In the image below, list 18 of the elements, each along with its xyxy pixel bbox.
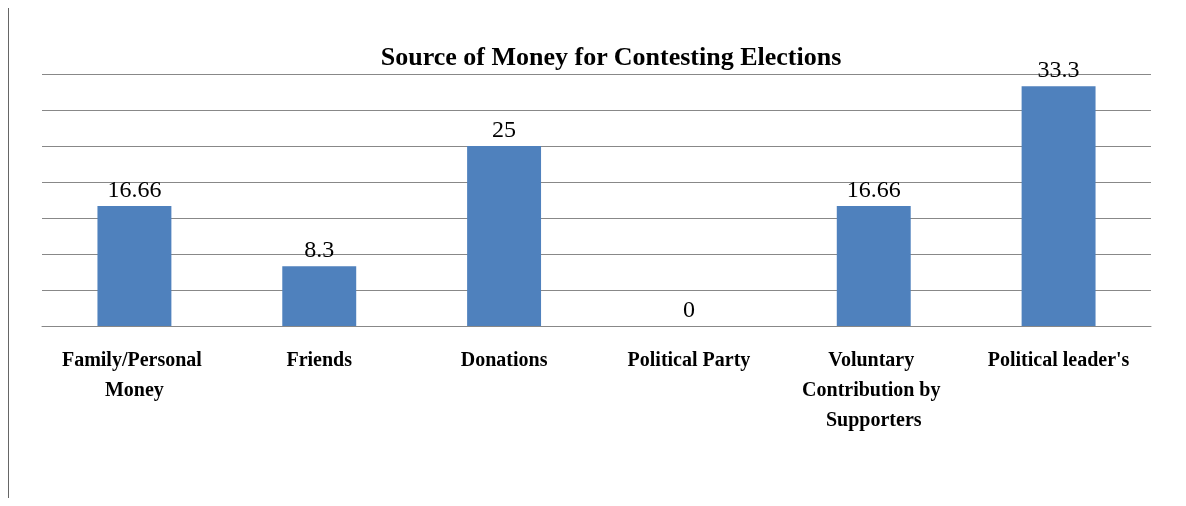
data-label: 16.66 [107,176,162,203]
bar [97,206,172,326]
data-label: 0 [682,296,695,322]
bar [1021,86,1096,326]
data-label: 16.66 [846,176,901,203]
x-tick-label: Political Party [627,348,751,371]
x-tick-label: Donations [460,348,548,370]
data-label: 8.3 [304,236,335,263]
bar [467,146,542,326]
bar [282,266,357,326]
data-label: 33.3 [1037,56,1080,83]
bar [836,206,911,326]
x-tick-label: Political leader's [987,348,1130,370]
data-label: 25 [492,116,517,142]
chart-title: Source of Money for Contesting Elections [380,41,842,71]
x-tick-label: Friends [286,348,353,370]
x-tick-label: Voluntary Contribution by Supporters [802,348,946,431]
x-tick-label: Family/Personal Money [61,348,207,401]
